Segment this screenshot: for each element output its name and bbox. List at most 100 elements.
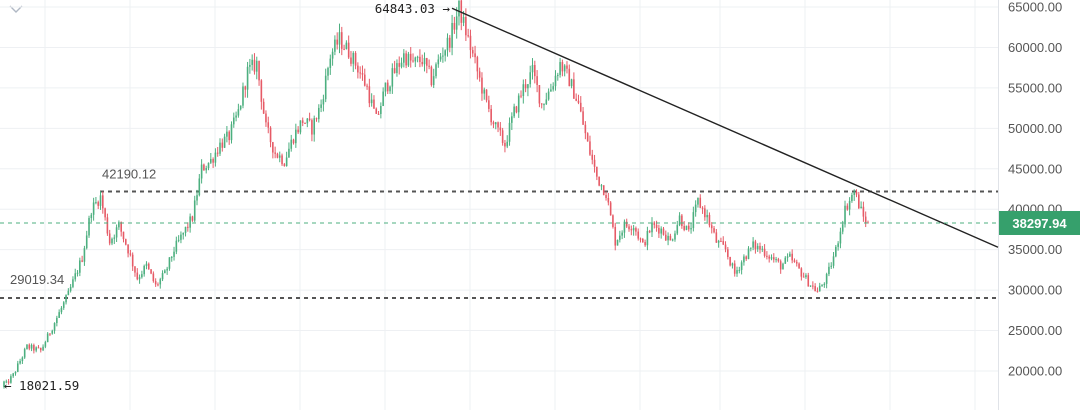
candle xyxy=(577,94,580,105)
candle xyxy=(120,221,122,237)
candle-body xyxy=(352,52,355,64)
candle-body xyxy=(448,37,451,48)
candle-body xyxy=(219,142,221,154)
candle xyxy=(239,105,242,111)
candle-body xyxy=(437,59,440,65)
candle xyxy=(653,221,656,229)
candle xyxy=(223,133,226,149)
candle xyxy=(733,260,736,277)
candle xyxy=(288,142,290,158)
candle xyxy=(756,243,759,252)
candle xyxy=(628,224,630,232)
candle-body xyxy=(173,251,175,257)
candle-body xyxy=(159,279,162,285)
candle xyxy=(674,230,676,242)
candle-body xyxy=(490,108,492,123)
candle xyxy=(736,266,738,277)
candle xyxy=(329,54,332,75)
chevron-down-icon[interactable] xyxy=(9,5,23,13)
candle xyxy=(573,72,575,99)
candle xyxy=(474,45,476,64)
candle xyxy=(88,215,90,238)
candle-body xyxy=(517,95,520,113)
candle-body xyxy=(272,142,274,153)
candle xyxy=(589,135,591,156)
candle-body xyxy=(265,113,267,123)
candle-body xyxy=(76,272,79,274)
candle xyxy=(481,72,483,101)
candle-body xyxy=(336,39,338,45)
candle-body xyxy=(223,136,226,148)
candle xyxy=(750,247,752,252)
candle-body xyxy=(42,346,44,351)
candle xyxy=(547,88,550,101)
candle xyxy=(529,65,532,88)
candle xyxy=(283,162,286,167)
candle xyxy=(648,229,651,234)
candle-body xyxy=(697,197,699,205)
candle xyxy=(106,213,109,236)
candle xyxy=(513,103,515,119)
candle xyxy=(363,68,366,87)
candle-body xyxy=(508,122,511,142)
candle-body xyxy=(203,164,205,171)
candle-body xyxy=(717,240,720,243)
candle xyxy=(269,126,272,148)
candle-body xyxy=(343,48,345,50)
candle-body xyxy=(338,32,341,45)
candle xyxy=(46,332,49,343)
candle xyxy=(793,258,796,263)
candle-body xyxy=(416,56,419,58)
candle xyxy=(104,207,106,221)
candle-body xyxy=(120,222,122,232)
candle xyxy=(159,277,162,289)
candle-body xyxy=(513,106,515,117)
candle-body xyxy=(733,263,736,274)
candle-body xyxy=(770,257,773,259)
candle xyxy=(152,271,155,283)
candle-body xyxy=(246,66,249,90)
candle xyxy=(752,237,754,251)
low-price-label: ← 18021.59 xyxy=(4,378,79,393)
candle-body xyxy=(131,254,134,267)
candle xyxy=(851,192,853,203)
candle-body xyxy=(187,226,189,228)
candle-body xyxy=(419,56,421,62)
candle-body xyxy=(577,100,580,103)
candle xyxy=(727,246,729,260)
candle xyxy=(299,120,302,135)
candle xyxy=(189,213,191,233)
candle-body xyxy=(258,60,260,81)
candle xyxy=(292,138,295,145)
candle-body xyxy=(210,159,212,163)
candle xyxy=(150,269,152,275)
candle-body xyxy=(690,228,692,230)
candle xyxy=(147,262,150,270)
candle xyxy=(593,154,596,173)
candle xyxy=(416,55,419,63)
candle xyxy=(818,282,821,292)
candle-body xyxy=(600,185,603,187)
candle-body xyxy=(701,207,704,209)
candle-body xyxy=(619,235,621,240)
candle xyxy=(798,262,800,269)
candle-body xyxy=(736,270,738,274)
candle-body xyxy=(789,253,791,257)
candle xyxy=(237,103,240,118)
candle xyxy=(504,139,506,153)
candle xyxy=(10,374,12,384)
candle-body xyxy=(58,312,60,318)
candle xyxy=(646,226,649,251)
candle xyxy=(421,54,424,67)
candle xyxy=(216,147,219,157)
candle xyxy=(99,191,102,210)
candle xyxy=(102,191,104,214)
candle xyxy=(49,333,51,337)
candle xyxy=(632,224,635,236)
candle xyxy=(134,266,136,277)
candle-body xyxy=(184,226,187,233)
candle-body xyxy=(435,64,437,77)
candle-body xyxy=(499,127,502,131)
candle-body xyxy=(752,241,754,248)
